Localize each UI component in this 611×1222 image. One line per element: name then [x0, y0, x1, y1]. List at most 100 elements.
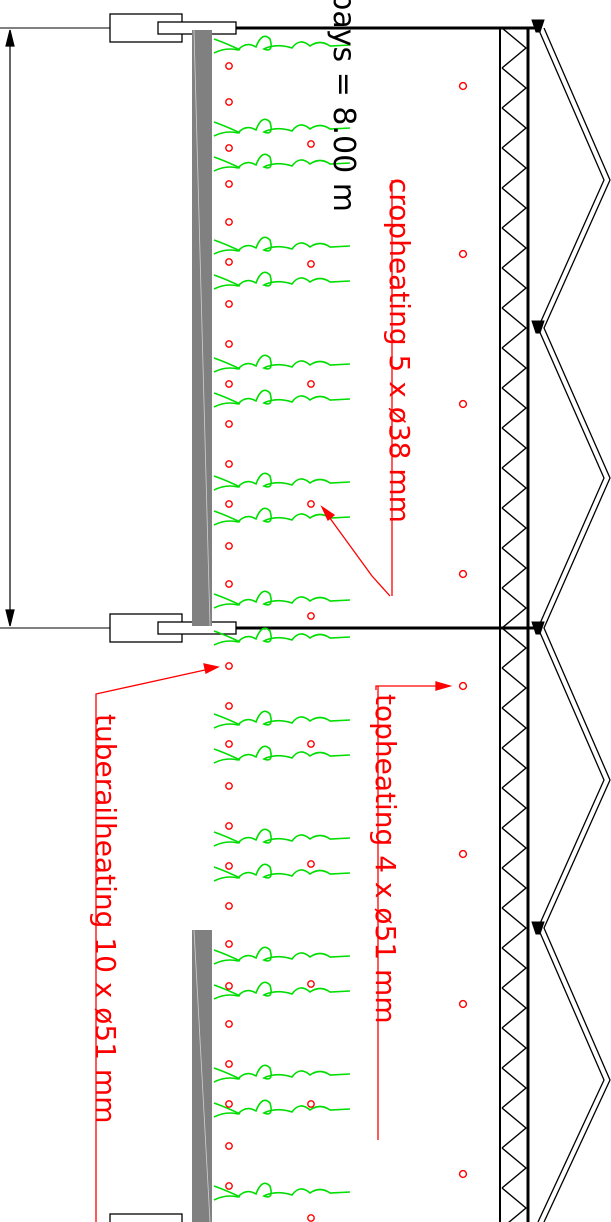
top-heating-pipe [458, 249, 468, 259]
crop-plant [213, 627, 351, 646]
crop-plant [213, 1099, 351, 1118]
crop-leaf [213, 1067, 241, 1080]
truss-diagonal [501, 307, 528, 349]
crop-heating-pipe [307, 860, 315, 868]
roof [537, 27, 611, 1222]
tuberail-pipes [225, 62, 233, 1190]
crop-plant [213, 981, 351, 1000]
crop-leaf [213, 475, 241, 488]
tuberail-pipe [225, 940, 233, 948]
tuberail-pipe [225, 500, 233, 508]
truss-diagonal [501, 787, 528, 829]
crop-leaf [213, 1102, 241, 1115]
truss-diagonal [501, 947, 528, 989]
truss-diagonal [501, 387, 528, 429]
tuberail-pipe [225, 98, 233, 106]
tuberail-pipe [225, 580, 233, 588]
cropheating-label: cropheating 5 x ø38 mm [383, 178, 416, 523]
tuberail-pipe [225, 740, 233, 748]
tuberail-pipe [225, 180, 233, 188]
tuberail-pipe [225, 1020, 233, 1028]
crop-heating-pipe [307, 980, 315, 988]
crop-heating-pipe [307, 380, 315, 388]
top-heating-pipe [458, 681, 468, 691]
tuberail-pipe [225, 300, 233, 308]
topheating-label: topheating 4 x ø51 mm [369, 694, 402, 1024]
truss-diagonal [501, 147, 528, 189]
crop-plant [213, 863, 351, 882]
crop-heating-pipe [307, 500, 315, 508]
truss-diagonal [501, 1067, 528, 1109]
truss-diagonal [501, 1107, 528, 1149]
crop-plant [213, 946, 351, 965]
crop-plant [213, 35, 351, 54]
tuberail-pipe [225, 542, 233, 550]
top-heating-pipe [458, 399, 468, 409]
gutters [531, 19, 545, 935]
crop-heating-pipe [307, 1100, 315, 1108]
crop-leaf [213, 274, 241, 287]
truss-diagonal [501, 1147, 528, 1189]
crop-heating-pipe [307, 612, 315, 620]
crop-plant [213, 507, 351, 526]
crop-plant [213, 271, 351, 290]
crop-plant [213, 745, 351, 764]
tuberail-pipe [225, 1142, 233, 1150]
top-heating-pipe [458, 1169, 468, 1179]
tuberail-pipe [225, 340, 233, 348]
tuberail-pipe [225, 218, 233, 226]
truss-diagonal [501, 427, 528, 469]
crop-rows [213, 35, 351, 1201]
top-heating-pipe [458, 569, 468, 579]
crop-leaf [213, 156, 241, 169]
truss-diagonals [501, 27, 528, 1222]
truss-diagonal [501, 507, 528, 549]
crop-leaf [213, 949, 241, 962]
crop-heating-pipe [307, 740, 315, 748]
crop-leaf [213, 748, 241, 761]
tuberail-pipe [225, 662, 233, 670]
column-fixings [109, 13, 237, 1222]
crop-plant [213, 236, 351, 255]
truss [499, 19, 545, 1222]
leader-lines [95, 505, 453, 1222]
top-heating-pipe [458, 849, 468, 859]
crop-leaf [213, 239, 241, 252]
tuberail-pipe [225, 902, 233, 910]
dimension-label: 2 x 4 m bays = 8.00 m [326, 0, 361, 212]
crop-leaf [213, 630, 241, 643]
truss-diagonal [501, 267, 528, 309]
tuberail-pipe [225, 1100, 233, 1108]
benches [192, 30, 212, 1222]
tuberail-pipe [225, 862, 233, 870]
truss-diagonal [501, 27, 528, 69]
top-heating-pipe [458, 81, 468, 91]
truss-diagonal [501, 867, 528, 909]
crop-leaf [213, 357, 241, 370]
crop-heating-pipe [307, 260, 315, 268]
tuberail-pipe [225, 982, 233, 990]
crop-leaf [213, 510, 241, 523]
top-heating-pipe [458, 999, 468, 1009]
crop-leaf [213, 866, 241, 879]
truss-diagonal [501, 187, 528, 229]
crop-leaf [213, 121, 241, 134]
crop-leaf [213, 38, 241, 51]
truss-diagonal [501, 67, 528, 109]
truss-diagonal [501, 667, 528, 709]
tuberail-pipe [225, 144, 233, 152]
truss-diagonal [501, 347, 528, 389]
tuberail-pipe [225, 258, 233, 266]
crop-plant [213, 389, 351, 408]
truss-diagonal [501, 627, 528, 669]
crop-plant [213, 828, 351, 847]
top-heating-pipes [458, 81, 468, 1179]
truss-diagonal [501, 1187, 528, 1222]
truss-diagonal [501, 227, 528, 269]
crop-leaf [213, 831, 241, 844]
tuberail-pipe [225, 822, 233, 830]
crop-plant [213, 354, 351, 373]
crop-plant [213, 1182, 351, 1201]
crop-leaf [213, 984, 241, 997]
